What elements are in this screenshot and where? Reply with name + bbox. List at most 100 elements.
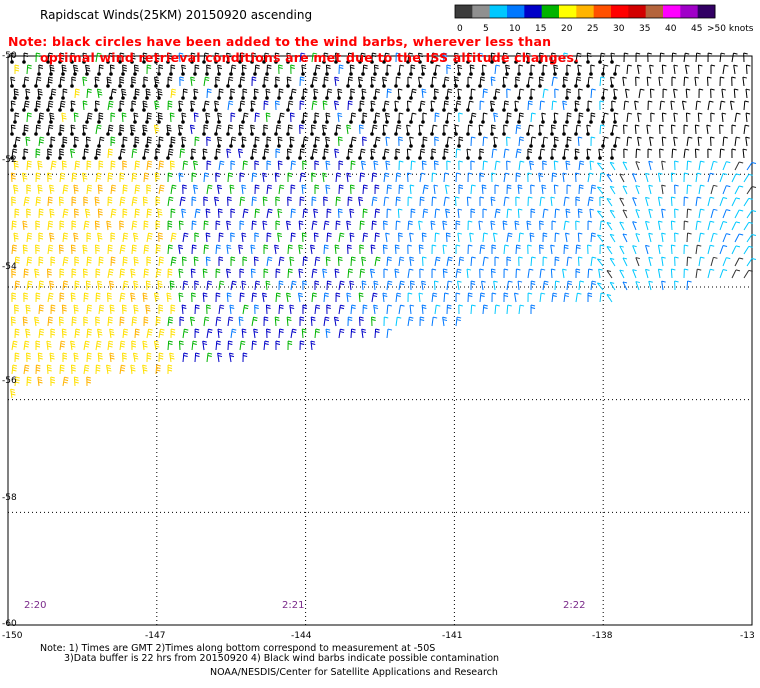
- wind-barb-feather: [142, 100, 148, 103]
- wind-barb-feather: [71, 196, 77, 199]
- wind-barb-feather: [338, 136, 343, 139]
- wind-barb-feather: [514, 100, 520, 103]
- wind-barb-shaft: [563, 197, 566, 207]
- wind-barb-feather: [158, 93, 163, 96]
- wind-barb: [121, 112, 127, 123]
- wind-barb-shaft: [494, 161, 497, 171]
- wind-barb: [143, 244, 150, 255]
- wind-barb: [707, 196, 715, 207]
- wind-barb-feather: [11, 273, 17, 276]
- wind-barb: [494, 64, 501, 75]
- wind-barb: [46, 100, 54, 112]
- contamination-circle: [526, 132, 530, 136]
- wind-barb-feather: [443, 268, 448, 271]
- wind-barb: [478, 148, 484, 160]
- contamination-circle: [358, 84, 362, 88]
- wind-barb-shaft: [193, 112, 196, 123]
- wind-barb-feather: [540, 148, 546, 151]
- wind-barb-feather: [27, 165, 32, 168]
- wind-barb: [154, 76, 160, 88]
- wind-barb-feather: [322, 124, 327, 127]
- contamination-circle: [613, 96, 617, 100]
- wind-barb-feather: [302, 283, 307, 285]
- wind-barb-feather: [98, 160, 104, 163]
- wind-barb-feather: [85, 208, 90, 211]
- wind-barb: [386, 256, 392, 267]
- wind-barb: [683, 148, 690, 159]
- wind-barb-feather: [735, 173, 741, 176]
- contamination-circle: [421, 144, 425, 148]
- wind-barb-feather: [15, 256, 20, 259]
- wind-barb-feather: [11, 124, 16, 127]
- wind-barb-feather: [262, 220, 268, 223]
- wind-barb-shaft: [722, 185, 727, 195]
- wind-barb-feather: [445, 208, 450, 211]
- wind-barb-shaft: [609, 186, 616, 195]
- wind-barb-feather: [255, 67, 260, 70]
- wind-barb-feather: [238, 247, 244, 250]
- wind-barb-feather: [491, 76, 496, 79]
- wind-barb-feather: [458, 139, 464, 141]
- wind-barb-feather: [23, 223, 28, 226]
- wind-barb: [98, 160, 104, 171]
- wind-barb: [606, 270, 613, 279]
- wind-barb: [109, 64, 115, 76]
- wind-barb: [466, 268, 472, 279]
- wind-barb-feather: [647, 148, 653, 151]
- wind-barb-feather: [407, 148, 412, 151]
- wind-barb-feather: [133, 232, 138, 235]
- wind-barb-shaft: [251, 196, 254, 207]
- wind-barb-feather: [267, 259, 273, 262]
- wind-barb-shaft: [385, 137, 388, 147]
- wind-barb-feather: [241, 136, 247, 139]
- wind-barb-shaft: [503, 149, 506, 159]
- wind-barb-shaft: [518, 161, 521, 171]
- wind-barb-feather: [226, 271, 232, 274]
- wind-barb: [610, 148, 616, 160]
- wind-barb-shaft: [442, 244, 445, 255]
- contamination-circle: [490, 132, 494, 136]
- contamination-circle: [226, 60, 230, 64]
- wind-barb: [167, 268, 173, 279]
- contamination-circle: [409, 120, 413, 124]
- wind-barb-shaft: [562, 173, 565, 183]
- contamination-circle: [265, 144, 269, 148]
- colorbar-tick-label: 45: [691, 24, 702, 34]
- wind-barb-shaft: [421, 160, 424, 171]
- wind-barb-feather: [420, 103, 425, 106]
- wind-barb-feather: [504, 100, 509, 103]
- wind-barb-feather: [363, 235, 368, 238]
- wind-barb-feather: [74, 259, 79, 261]
- wind-barb-feather: [588, 199, 594, 202]
- wind-barb-shaft: [606, 222, 613, 231]
- wind-barb: [155, 220, 161, 231]
- wind-barb: [110, 208, 117, 219]
- wind-barb-feather: [240, 196, 246, 199]
- wind-barb-feather: [11, 103, 16, 106]
- wind-barb-shaft: [96, 89, 100, 99]
- wind-barb-feather: [178, 244, 183, 247]
- wind-barb-feather: [279, 91, 284, 93]
- wind-barb: [407, 220, 413, 231]
- wind-barb: [578, 184, 584, 195]
- wind-barb-shaft: [82, 100, 85, 111]
- wind-barb: [13, 88, 19, 100]
- wind-barb-feather: [216, 148, 221, 151]
- wind-barb: [684, 64, 690, 75]
- wind-barb: [710, 88, 715, 99]
- wind-barb-feather: [302, 67, 307, 70]
- wind-barb-feather: [227, 199, 232, 201]
- wind-barb-feather: [637, 112, 642, 115]
- wind-barb-feather: [278, 160, 283, 163]
- wind-barb-shaft: [346, 125, 349, 135]
- wind-barb: [626, 64, 632, 75]
- wind-barb-feather: [301, 52, 306, 55]
- wind-barb-feather: [194, 256, 199, 259]
- wind-barb: [274, 76, 280, 88]
- wind-barb-feather: [26, 213, 31, 216]
- wind-barb-feather: [48, 244, 54, 247]
- wind-barb-shaft: [597, 162, 604, 171]
- wind-barb: [601, 112, 609, 124]
- wind-barb-shaft: [205, 256, 208, 267]
- wind-barb: [203, 76, 210, 87]
